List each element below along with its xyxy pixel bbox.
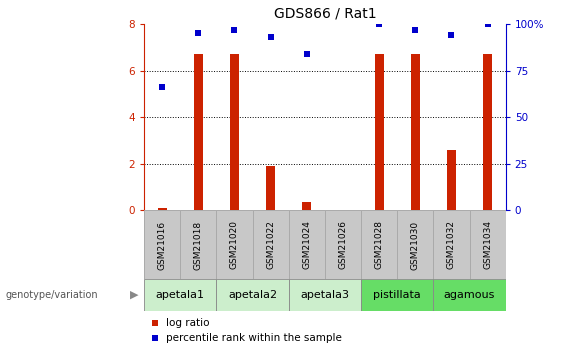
Bar [158,208,167,210]
Bar [230,55,239,210]
Bar [433,210,470,279]
Text: apetala2: apetala2 [228,290,277,300]
Text: GSM21024: GSM21024 [302,220,311,269]
Text: log ratio: log ratio [166,318,209,327]
Bar [411,55,420,210]
Text: ▶: ▶ [130,290,138,300]
Text: GSM21034: GSM21034 [483,220,492,269]
Bar [144,279,216,311]
Text: GSM21030: GSM21030 [411,220,420,269]
Bar [397,210,433,279]
Bar [144,210,180,279]
Text: apetala1: apetala1 [156,290,205,300]
Bar [253,210,289,279]
Text: GSM21016: GSM21016 [158,220,167,269]
Text: GSM21032: GSM21032 [447,220,456,269]
Text: GSM21018: GSM21018 [194,220,203,269]
Bar [194,55,203,210]
Bar [325,210,361,279]
Bar [361,279,433,311]
Bar [289,279,361,311]
Text: GSM21020: GSM21020 [230,220,239,269]
Text: GSM21028: GSM21028 [375,220,384,269]
Text: GSM21026: GSM21026 [338,220,347,269]
Text: agamous: agamous [444,290,495,300]
Bar [433,279,506,311]
Bar [216,210,253,279]
Bar [180,210,216,279]
Bar [447,150,456,210]
Bar [289,210,325,279]
Bar [375,55,384,210]
Bar [216,279,289,311]
Bar [361,210,397,279]
Text: percentile rank within the sample: percentile rank within the sample [166,333,342,343]
Text: GSM21022: GSM21022 [266,220,275,269]
Text: pistillata: pistillata [373,290,421,300]
Text: apetala3: apetala3 [301,290,349,300]
Title: GDS866 / Rat1: GDS866 / Rat1 [273,6,376,20]
Bar [470,210,506,279]
Text: genotype/variation: genotype/variation [6,290,98,300]
Bar [483,55,492,210]
Bar [302,202,311,210]
Bar [266,166,275,210]
